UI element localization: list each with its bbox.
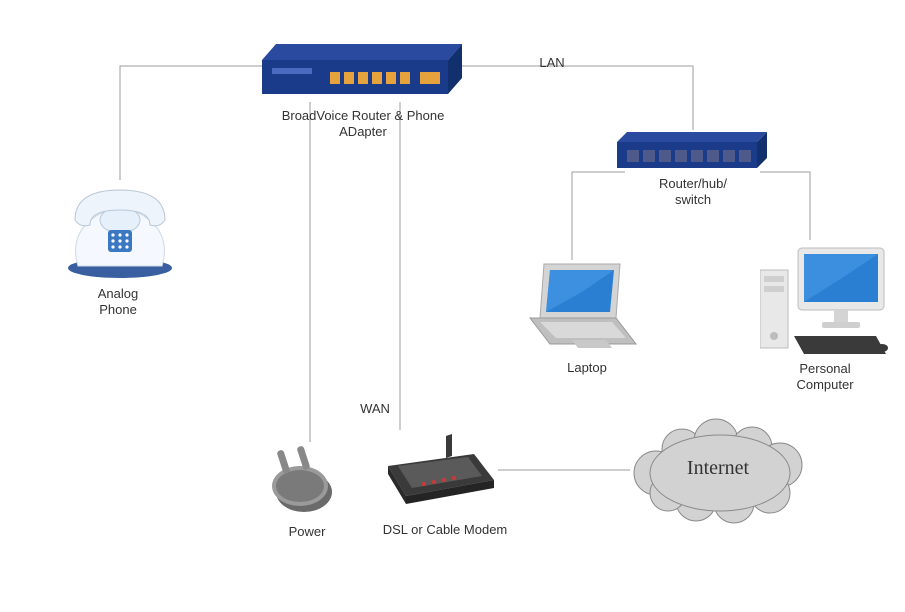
lan-label: LAN (532, 55, 572, 71)
connection-line (760, 172, 810, 240)
wan-label: WAN (355, 401, 395, 417)
laptop-label: Laptop (562, 360, 612, 376)
connection-line (572, 172, 625, 260)
modem-label: DSL or Cable Modem (375, 522, 515, 538)
broadvoice-router-label: BroadVoice Router & Phone ADapter (268, 108, 458, 141)
router-switch-icon (617, 130, 767, 172)
internet-label: Internet (658, 456, 778, 481)
power-label: Power (282, 524, 332, 540)
connection-line (120, 66, 262, 180)
network-diagram: Analog Phone BroadVoice Router & Phone A… (0, 0, 905, 612)
analog-phone-label: Analog Phone (88, 286, 148, 319)
analog-phone-icon (60, 180, 180, 280)
connection-line (462, 66, 693, 130)
power-plug-icon (260, 442, 345, 517)
modem-icon (378, 430, 498, 510)
pc-icon (760, 240, 890, 360)
router-switch-label: Router/hub/ switch (648, 176, 738, 209)
pc-label: Personal Computer (790, 361, 860, 394)
laptop-icon (520, 260, 640, 355)
broadvoice-router-icon (262, 42, 462, 102)
